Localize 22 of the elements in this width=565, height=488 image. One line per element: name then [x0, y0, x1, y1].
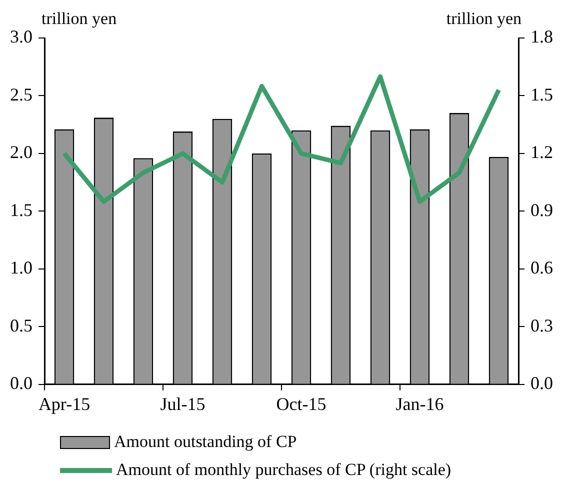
- y-tick-label: 0.0: [10, 373, 32, 394]
- y-tick-label: 0.5: [10, 315, 32, 336]
- y-tick-label: 3.0: [10, 26, 32, 47]
- x-tick-label: Jan-16: [396, 394, 444, 414]
- y-tick-label: 2.5: [10, 84, 32, 104]
- x-tick-label: Oct-15: [276, 394, 326, 414]
- y-tick-label: 1.0: [10, 258, 32, 278]
- y2-tick-label: 1.2: [530, 142, 553, 162]
- y2-tick-label: 0.9: [530, 200, 553, 220]
- legend-label: Amount of monthly purchases of CP (right scale): [116, 460, 452, 480]
- y2-tick-label: 0.3: [530, 315, 553, 336]
- y2-tick-label: 0.6: [530, 258, 553, 278]
- y2-axis-title: trillion yen: [446, 8, 522, 28]
- y2-tick-label: 1.5: [530, 84, 553, 104]
- y-axis-title: trillion yen: [42, 8, 118, 28]
- y-tick-label: 2.0: [10, 142, 32, 162]
- y2-tick-label: 0.0: [530, 373, 553, 394]
- x-tick-label: Jul-15: [160, 394, 206, 414]
- y2-tick-label: 1.8: [530, 26, 553, 47]
- x-tick-label: Apr-15: [38, 394, 90, 414]
- legend-label: Amount outstanding of CP: [114, 432, 297, 452]
- y-tick-label: 1.5: [10, 200, 32, 220]
